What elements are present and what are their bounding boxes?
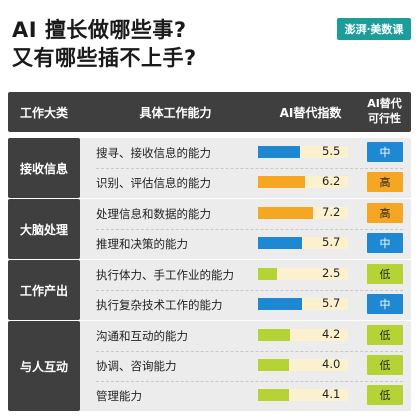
index-bar-track (258, 268, 348, 280)
index-bar-track (258, 146, 348, 158)
index-bar-track (258, 298, 348, 310)
index-value: 6.2 (322, 174, 341, 188)
feasibility-badge: 中 (367, 294, 403, 314)
table-row: 搜寻、接收信息的能力 5.5 中 (80, 138, 411, 168)
table-row: 处理信息和数据的能力 7.2 高 (80, 199, 411, 229)
header-feasibility-line-2: 可行性 (368, 112, 401, 125)
row-separator (96, 351, 403, 352)
index-bar-track (258, 329, 348, 341)
table-row: 执行体力、手工作业的能力 2.5 低 (80, 260, 411, 290)
index-bar (258, 389, 290, 401)
feasibility-badge: 低 (367, 385, 403, 405)
title-line-1: AI 擅长做哪些事? (12, 18, 187, 42)
ability-label: 处理信息和数据的能力 (96, 207, 211, 221)
index-bar (258, 298, 302, 310)
table-row: 执行复杂技术工作的能力 5.7 中 (80, 290, 411, 320)
category-label: 接收信息 (8, 138, 80, 198)
index-bar (258, 329, 291, 341)
feasibility-badge: 低 (367, 264, 403, 284)
index-bar-track (258, 237, 348, 249)
index-value: 4.1 (322, 387, 341, 401)
table-row: 沟通和互动的能力 4.2 低 (80, 321, 411, 351)
row-separator (96, 168, 403, 169)
index-bar (258, 207, 314, 219)
index-bar (258, 268, 278, 280)
index-bar (258, 146, 301, 158)
ability-label: 搜寻、接收信息的能力 (96, 146, 211, 160)
index-value: 5.7 (322, 235, 341, 249)
index-bar-track (258, 359, 348, 371)
ability-label: 协调、咨询能力 (96, 359, 177, 373)
table-header: 工作大类 具体工作能力 AI替代指数 AI替代 可行性 (8, 92, 411, 132)
index-value: 7.2 (322, 205, 341, 219)
table-row: 识别、评估信息的能力 6.2 高 (80, 168, 411, 198)
category-label: 大脑处理 (8, 199, 80, 259)
index-value: 5.7 (322, 296, 341, 310)
index-bar (258, 359, 289, 371)
header-category: 工作大类 (19, 106, 68, 120)
header-index: AI替代指数 (279, 106, 342, 120)
title-line-2: 又有哪些插不上手? (12, 46, 197, 70)
row-separator (96, 290, 403, 291)
ability-label: 执行复杂技术工作的能力 (96, 298, 223, 312)
feasibility-badge: 高 (367, 203, 403, 223)
index-bar-track (258, 389, 348, 401)
index-value: 5.5 (322, 144, 341, 158)
header-feasibility-line-1: AI替代 (367, 97, 402, 110)
index-bar-track (258, 176, 348, 188)
feasibility-badge: 高 (367, 172, 403, 192)
index-bar-track (258, 207, 348, 219)
table-row: 管理能力 4.1 低 (80, 381, 411, 411)
category-label: 与人互动 (8, 321, 80, 411)
category-label: 工作产出 (8, 260, 80, 320)
index-bar (258, 176, 306, 188)
feasibility-badge: 中 (367, 142, 403, 162)
index-bar (258, 237, 302, 249)
ability-label: 推理和决策的能力 (96, 237, 188, 251)
feasibility-badge: 低 (367, 355, 403, 375)
feasibility-badge: 低 (367, 325, 403, 345)
ability-label: 执行体力、手工作业的能力 (96, 268, 234, 282)
brand-logo: 澎湃·美数课 (337, 18, 411, 40)
table-row: 推理和决策的能力 5.7 中 (80, 229, 411, 259)
index-value: 2.5 (322, 266, 341, 280)
row-separator (96, 381, 403, 382)
ability-label: 沟通和互动的能力 (96, 329, 188, 343)
feasibility-badge: 中 (367, 233, 403, 253)
index-value: 4.2 (322, 327, 341, 341)
table-row: 协调、咨询能力 4.0 低 (80, 351, 411, 381)
row-separator (96, 229, 403, 230)
header-ability: 具体工作能力 (139, 106, 212, 120)
ability-label: 识别、评估信息的能力 (96, 176, 211, 190)
header-feasibility: AI替代 可行性 (358, 96, 411, 126)
index-value: 4.0 (322, 357, 341, 371)
ability-label: 管理能力 (96, 389, 142, 403)
chart-title: AI 擅长做哪些事? 又有哪些插不上手? (12, 16, 197, 72)
